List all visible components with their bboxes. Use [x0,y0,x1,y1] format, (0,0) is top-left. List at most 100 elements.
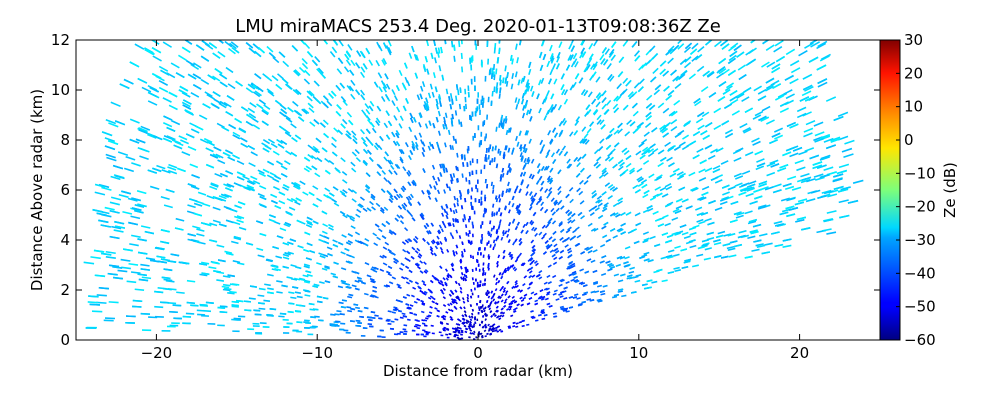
reflectivity-cell [156,255,166,259]
reflectivity-cell [544,297,549,301]
reflectivity-cell [383,284,388,288]
reflectivity-cell [662,70,670,77]
reflectivity-cell [429,248,434,253]
reflectivity-cell [826,171,837,176]
reflectivity-cell [422,63,427,71]
reflectivity-cell [736,91,745,98]
reflectivity-cell [435,241,439,246]
reflectivity-cell [558,256,563,260]
reflectivity-cell [381,170,387,175]
reflectivity-cell [108,264,120,268]
reflectivity-cell [637,182,644,188]
reflectivity-cell [310,154,318,161]
reflectivity-cell [611,295,618,299]
reflectivity-cell [399,158,404,164]
reflectivity-cell [696,212,704,217]
reflectivity-cell [282,186,289,191]
reflectivity-cell [356,50,362,57]
reflectivity-cell [198,114,208,120]
reflectivity-cell [646,94,653,101]
reflectivity-cell [492,239,496,244]
reflectivity-cell [329,323,335,326]
reflectivity-cell [576,162,581,168]
reflectivity-cell [548,44,553,52]
reflectivity-cell [304,294,311,297]
reflectivity-cell [722,243,731,247]
reflectivity-cell [549,179,554,185]
reflectivity-cell [701,238,710,243]
reflectivity-cell [538,270,543,274]
reflectivity-cell [457,89,460,96]
reflectivity-cell [491,330,495,333]
reflectivity-cell [349,215,356,220]
reflectivity-cell [486,242,489,246]
reflectivity-cell [336,310,342,313]
reflectivity-cell [771,63,781,70]
reflectivity-cell [819,156,830,161]
reflectivity-cell [514,280,518,284]
reflectivity-cell [524,130,528,136]
reflectivity-cell [247,187,255,192]
reflectivity-cell [692,154,700,160]
reflectivity-cell [405,196,410,202]
reflectivity-cell [465,269,468,274]
reflectivity-cell [544,240,549,244]
reflectivity-cell [126,315,136,318]
reflectivity-cell [578,303,583,306]
reflectivity-cell [544,208,549,214]
reflectivity-cell [565,193,570,199]
reflectivity-cell [727,247,736,251]
reflectivity-cell [374,223,380,228]
reflectivity-cell [294,201,301,206]
reflectivity-cell [530,252,535,257]
reflectivity-cell [272,150,280,156]
reflectivity-cell [704,167,713,173]
reflectivity-cell [550,57,555,64]
reflectivity-cell [520,179,524,184]
reflectivity-cell [461,66,464,73]
reflectivity-cell [170,62,180,69]
reflectivity-cell [436,241,441,245]
reflectivity-cell [385,83,391,90]
reflectivity-cell [335,110,342,117]
reflectivity-cell [446,336,450,339]
reflectivity-cell [785,146,796,152]
reflectivity-cell [209,185,218,191]
reflectivity-cell [227,274,235,278]
reflectivity-cell [217,159,226,165]
reflectivity-cell [165,188,175,193]
reflectivity-cell [222,288,231,292]
reflectivity-cell [444,142,447,148]
reflectivity-cell [425,40,430,47]
reflectivity-cell [551,238,557,243]
reflectivity-cell [362,159,368,165]
reflectivity-cell [833,185,844,190]
reflectivity-cell [723,103,733,110]
reflectivity-cell [635,274,642,277]
reflectivity-cell [339,328,345,331]
reflectivity-cell [224,250,233,254]
reflectivity-cell [256,86,264,93]
colorbar-tick-label: −40 [904,264,936,282]
reflectivity-cell [232,330,240,333]
reflectivity-cell [189,198,198,203]
reflectivity-cell [359,196,365,201]
reflectivity-cell [430,251,434,256]
reflectivity-cell [545,243,550,248]
reflectivity-cell [381,223,387,228]
reflectivity-cell [518,40,522,46]
reflectivity-cell [673,253,680,257]
reflectivity-cell [482,213,485,218]
reflectivity-cell [766,162,776,167]
reflectivity-cell [509,265,513,269]
reflectivity-cell [494,145,497,151]
reflectivity-cell [476,281,479,285]
reflectivity-cell [649,196,657,201]
reflectivity-cell [487,291,490,295]
reflectivity-cell [331,151,338,157]
reflectivity-cell [355,89,361,96]
reflectivity-cell [496,264,499,268]
reflectivity-cell [582,293,587,296]
reflectivity-cell [560,290,565,294]
reflectivity-cell [609,212,616,217]
